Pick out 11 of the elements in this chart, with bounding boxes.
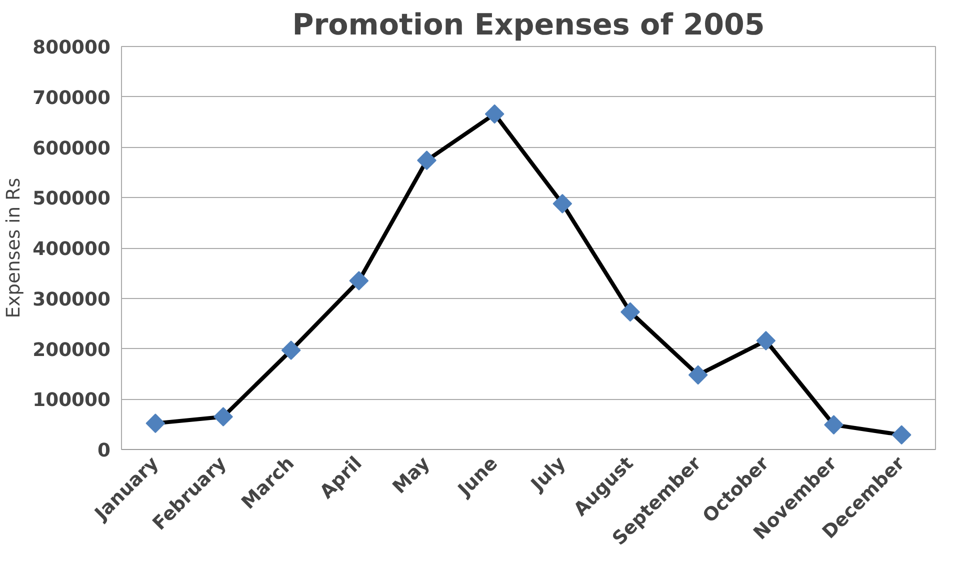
y-tick-label: 300000 [32,289,111,310]
y-tick-label: 0 [98,440,111,462]
y-tick-label: 200000 [32,340,111,361]
y-tick-label: 700000 [32,88,111,109]
y-tick-label: 400000 [32,239,111,260]
y-tick-label: 600000 [32,138,111,160]
chart-title: Promotion Expenses of 2005 [292,8,765,42]
y-tick-label: 500000 [32,188,111,210]
y-axis-title: Expenses in Rs [4,178,25,318]
y-tick-label: 100000 [32,390,111,412]
y-tick-label: 800000 [32,38,111,58]
